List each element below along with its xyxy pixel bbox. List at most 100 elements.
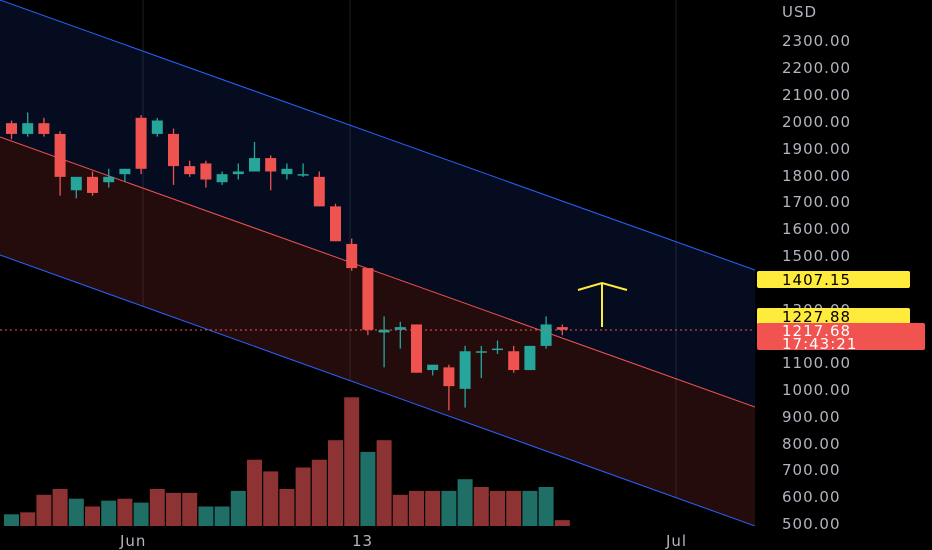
candle-body [135,117,147,169]
y-tick-label: 500.00 [782,515,841,533]
price-tag-1227-label: 1227.88 [782,308,851,326]
volume-bar [457,479,473,526]
countdown-label: 17:43:21 [782,335,857,353]
candle [70,176,82,199]
volume-bar [522,490,538,526]
last-price-tag: 1217.68 17:43:21 [757,322,925,353]
currency-label: USD [782,3,817,21]
candle-body [313,176,325,207]
volume-bar [133,502,149,526]
candle-body [411,324,422,373]
candle-body [168,133,179,167]
candle-body [443,367,455,387]
volume-bar [230,490,246,526]
candle-body [556,327,568,330]
candle [87,171,98,196]
candle-body [330,206,341,242]
candle [492,340,503,354]
volume-bar [182,492,198,526]
candle [556,324,568,336]
volume-bar [68,498,84,526]
volume-bar [473,487,489,526]
candle-body [200,163,212,180]
candle [508,345,520,373]
x-tick-jun: Jun [119,532,146,550]
y-tick-label: 1600.00 [782,220,851,238]
volume-bar [149,488,165,526]
volume-bar [376,440,392,526]
volume-bar [166,492,181,526]
volume-bar [4,514,19,526]
y-tick-label: 1800.00 [782,167,851,185]
candle [362,268,374,336]
y-tick-label: 1500.00 [782,247,851,265]
y-tick-label: 2000.00 [782,113,851,131]
channel-mid-line [0,136,755,408]
candle-body [540,324,552,346]
candle-body [475,351,487,353]
candle-body [38,123,50,134]
channel-lower-line [0,254,755,526]
y-tick-label: 2300.00 [782,32,851,50]
candle-body [22,123,34,134]
y-tick-label: 1700.00 [782,193,851,211]
volume-bar [85,506,100,526]
candle [103,168,115,188]
candle [427,364,439,376]
candles [6,112,568,411]
candle-body [459,351,471,389]
candle [22,112,34,137]
candle-body [492,348,503,351]
price-tag-1407-label: 1407.15 [782,271,851,289]
candle-body [362,268,374,330]
candle-body [216,174,228,183]
volume-bars [4,397,570,526]
y-tick-label: 2100.00 [782,86,851,104]
candle-body [249,158,260,172]
channel-upper-fill [0,0,755,407]
volume-bar [20,512,36,526]
y-tick-label: 800.00 [782,435,841,453]
y-tick-label: 1900.00 [782,140,851,158]
volume-bar [328,440,343,526]
price-axis: USD 2300.00 2200.00 2100.00 2000.00 1900.00 1… [782,3,851,533]
candle [281,163,293,180]
candle [297,163,309,177]
candle [459,345,471,408]
candle-body [427,364,439,371]
price-tag-1227: 1227.88 [757,308,910,326]
candle [394,321,406,349]
y-tick-label: 1100.00 [782,354,851,372]
last-price-label: 1217.68 [782,322,851,340]
candle [378,316,390,368]
volume-bar [506,490,522,526]
y-tick-label: 600.00 [782,488,841,506]
candle-body [70,176,82,191]
candle [216,171,228,185]
candle [313,171,325,207]
candle-body [103,176,115,183]
channel-upper-line [0,0,755,271]
candle [168,128,179,185]
volume-bar [101,500,117,526]
candle [475,345,487,379]
volume-bar [490,490,505,526]
candle [249,141,260,172]
y-tick-label: 2200.00 [782,59,851,77]
volume-bar [441,490,457,526]
candle-body [265,158,277,172]
candle-body [184,166,196,175]
volume-bar [554,520,570,526]
x-tick-13: 13 [352,532,373,550]
volume-bar [344,397,360,526]
volume-bar [279,488,295,526]
candle [6,120,17,140]
candle-body [6,123,17,134]
volume-bar [263,471,279,526]
candle [411,324,422,373]
time-axis: Jun 13 Jul [119,532,686,550]
up-arrow-icon [577,281,628,327]
candle [330,203,341,242]
volume-bar [409,490,424,526]
